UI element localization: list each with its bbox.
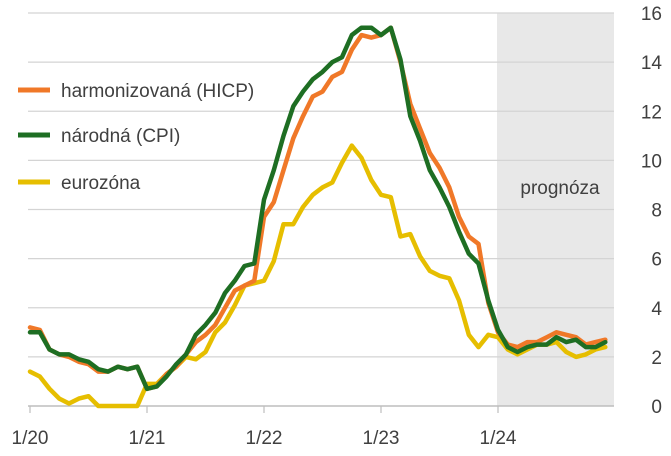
y-tick-label: 6 bbox=[651, 250, 662, 271]
y-tick-label: 8 bbox=[651, 201, 662, 222]
y-tick-label: 10 bbox=[641, 151, 662, 172]
series-lines bbox=[27, 25, 608, 409]
y-tick-label: 12 bbox=[641, 102, 662, 123]
series-line-1 bbox=[27, 25, 608, 392]
x-tick-label: 1/20 bbox=[12, 428, 49, 449]
legend-label: harmonizovaná (HICP) bbox=[61, 81, 254, 102]
x-axis-ticks: 1/20 1/21 1/22 1/23 1/24 bbox=[12, 406, 517, 449]
legend: harmonizovaná (HICP) národná (CPI) eurozón… bbox=[18, 81, 254, 194]
y-tick-label: 2 bbox=[651, 348, 662, 369]
y-tick-label: 0 bbox=[651, 397, 662, 418]
y-tick-label: 14 bbox=[641, 53, 663, 74]
y-tick-label: 16 bbox=[641, 4, 662, 25]
x-tick-label: 1/24 bbox=[480, 428, 517, 449]
forecast-label: prognóza bbox=[520, 178, 600, 199]
y-axis-ticks: 0 2 4 6 8 10 12 14 16 bbox=[641, 4, 663, 418]
x-tick-label: 1/21 bbox=[129, 428, 166, 449]
x-tick-label: 1/23 bbox=[363, 428, 400, 449]
y-tick-label: 4 bbox=[651, 299, 662, 320]
legend-label: národná (CPI) bbox=[61, 126, 180, 147]
x-tick-label: 1/22 bbox=[246, 428, 283, 449]
legend-label: eurozóna bbox=[61, 173, 141, 194]
